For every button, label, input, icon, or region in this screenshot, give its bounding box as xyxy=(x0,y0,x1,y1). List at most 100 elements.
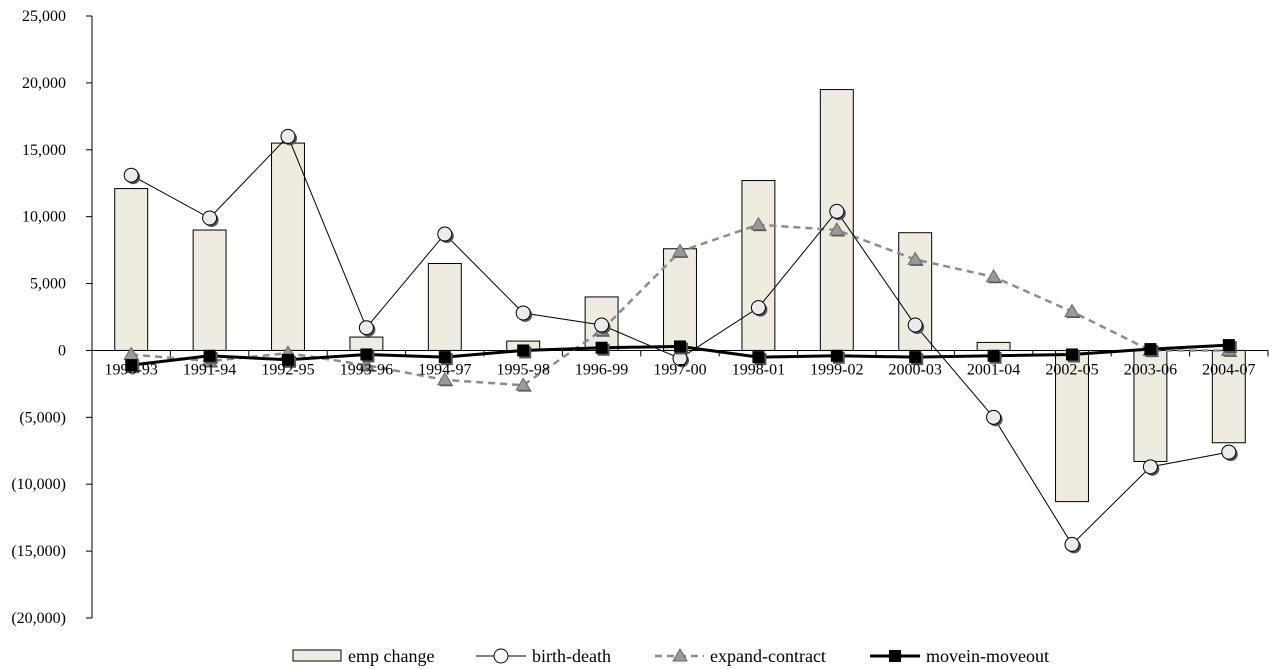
bar-emp-change xyxy=(271,142,305,351)
x-tick-label: 1995-98 xyxy=(497,361,550,378)
legend-marker-movein-moveout xyxy=(889,650,901,662)
point-birth-death xyxy=(358,320,376,337)
bar-series xyxy=(114,89,1246,503)
y-tick-label: 15,000 xyxy=(22,142,66,159)
x-tick-label: 2001-04 xyxy=(967,361,1020,378)
marker-circle xyxy=(202,210,218,226)
point-movein-moveout xyxy=(830,349,845,364)
legend-swatch-emp-change xyxy=(292,649,342,662)
point-movein-moveout xyxy=(517,344,532,359)
marker-circle xyxy=(1142,459,1158,475)
point-expand-contract xyxy=(358,357,375,372)
point-expand-contract xyxy=(1064,303,1081,319)
x-tick-label: 1993-96 xyxy=(340,361,393,378)
bar-emp-change xyxy=(741,180,776,351)
x-tick-label: 1998-01 xyxy=(732,361,785,378)
x-tick-label: 1991-94 xyxy=(183,361,236,378)
point-expand-contract xyxy=(515,377,532,392)
point-movein-moveout xyxy=(752,351,767,366)
bar-emp-change xyxy=(1055,349,1089,503)
y-tick-label: 5,000 xyxy=(30,276,66,293)
point-birth-death xyxy=(515,305,533,322)
marker-square xyxy=(1144,343,1157,356)
point-expand-contract xyxy=(985,268,1003,284)
legend-marker-expand-contract xyxy=(672,648,688,662)
point-expand-contract xyxy=(672,243,689,258)
marker-circle xyxy=(358,320,374,336)
marker-square xyxy=(1222,339,1235,352)
point-birth-death xyxy=(829,203,846,221)
marker-circle xyxy=(280,128,296,144)
marker-square xyxy=(125,359,138,372)
y-tick-label: (10,000) xyxy=(11,476,66,493)
point-expand-contract xyxy=(907,251,924,266)
marker-circle xyxy=(437,226,453,242)
point-expand-contract xyxy=(828,222,846,237)
y-tick-label: 0 xyxy=(58,342,66,359)
point-movein-moveout xyxy=(674,340,688,355)
marker-triangle xyxy=(515,377,532,391)
bar-emp-change xyxy=(114,188,149,351)
point-movein-moveout xyxy=(1066,348,1080,363)
point-birth-death xyxy=(750,300,768,317)
x-tick-label: 2000-03 xyxy=(889,361,942,378)
bar-emp-change xyxy=(1133,349,1168,462)
point-birth-death xyxy=(280,128,297,146)
point-movein-moveout xyxy=(909,351,924,366)
point-birth-death xyxy=(202,210,219,228)
marker-circle xyxy=(123,167,139,183)
marker-triangle xyxy=(907,251,924,265)
marker-triangle xyxy=(985,268,1002,283)
y-tick-label: (20,000) xyxy=(11,610,66,627)
x-tick-label: 1999-02 xyxy=(810,361,863,378)
marker-circle xyxy=(1221,444,1237,460)
marker-square xyxy=(595,341,608,354)
point-birth-death xyxy=(1142,459,1160,476)
legend-label-emp-change: emp change xyxy=(348,646,434,666)
bar-emp-change xyxy=(976,341,1011,351)
x-tick-label: 1997-00 xyxy=(653,361,706,378)
legend-label-birth-death: birth-death xyxy=(532,646,611,666)
marker-square xyxy=(360,348,373,361)
point-movein-moveout xyxy=(1222,339,1237,354)
marker-square xyxy=(830,349,843,362)
bar-emp-change xyxy=(192,229,227,351)
marker-square xyxy=(203,349,216,362)
x-tick-label: 2002-05 xyxy=(1045,361,1098,378)
point-birth-death xyxy=(907,317,925,335)
x-tick-label: 2003-06 xyxy=(1124,361,1177,378)
legend: emp change birth-death expand-contract move… xyxy=(292,646,1049,666)
marker-circle xyxy=(986,409,1002,425)
marker-triangle xyxy=(436,371,453,386)
y-tick-label: 25,000 xyxy=(22,8,66,25)
marker-triangle xyxy=(1064,303,1080,318)
x-tick-label: 2004-07 xyxy=(1202,361,1255,378)
point-birth-death xyxy=(1221,444,1238,462)
legend-label-movein-moveout: movein-moveout xyxy=(926,646,1049,666)
point-birth-death xyxy=(594,317,611,335)
point-movein-moveout xyxy=(1144,343,1159,358)
point-movein-moveout xyxy=(987,349,1002,364)
marker-circle xyxy=(1064,536,1080,552)
point-birth-death xyxy=(672,350,689,368)
point-movein-moveout xyxy=(595,341,610,356)
point-birth-death xyxy=(437,226,454,244)
marker-triangle xyxy=(672,243,688,257)
marker-square xyxy=(282,353,294,366)
bar-emp-change xyxy=(349,336,384,351)
marker-triangle xyxy=(750,216,767,231)
marker-circle xyxy=(750,300,766,316)
bar-emp-change xyxy=(1211,349,1246,444)
y-tick-label: (5,000) xyxy=(19,409,66,426)
marker-square xyxy=(674,340,686,353)
marker-square xyxy=(752,351,765,364)
marker-square xyxy=(517,344,530,357)
y-tick-label: 20,000 xyxy=(22,75,66,92)
x-tick-label: 1992-95 xyxy=(261,361,314,378)
tick-labels: 25,000 20,000 15,000 10,000 5,000 0 (5,000) (10… xyxy=(11,8,1255,627)
point-birth-death xyxy=(1064,536,1081,554)
bar-emp-change xyxy=(663,248,697,351)
point-movein-moveout xyxy=(203,349,218,364)
point-movein-moveout xyxy=(360,348,375,363)
point-movein-moveout xyxy=(438,351,453,366)
